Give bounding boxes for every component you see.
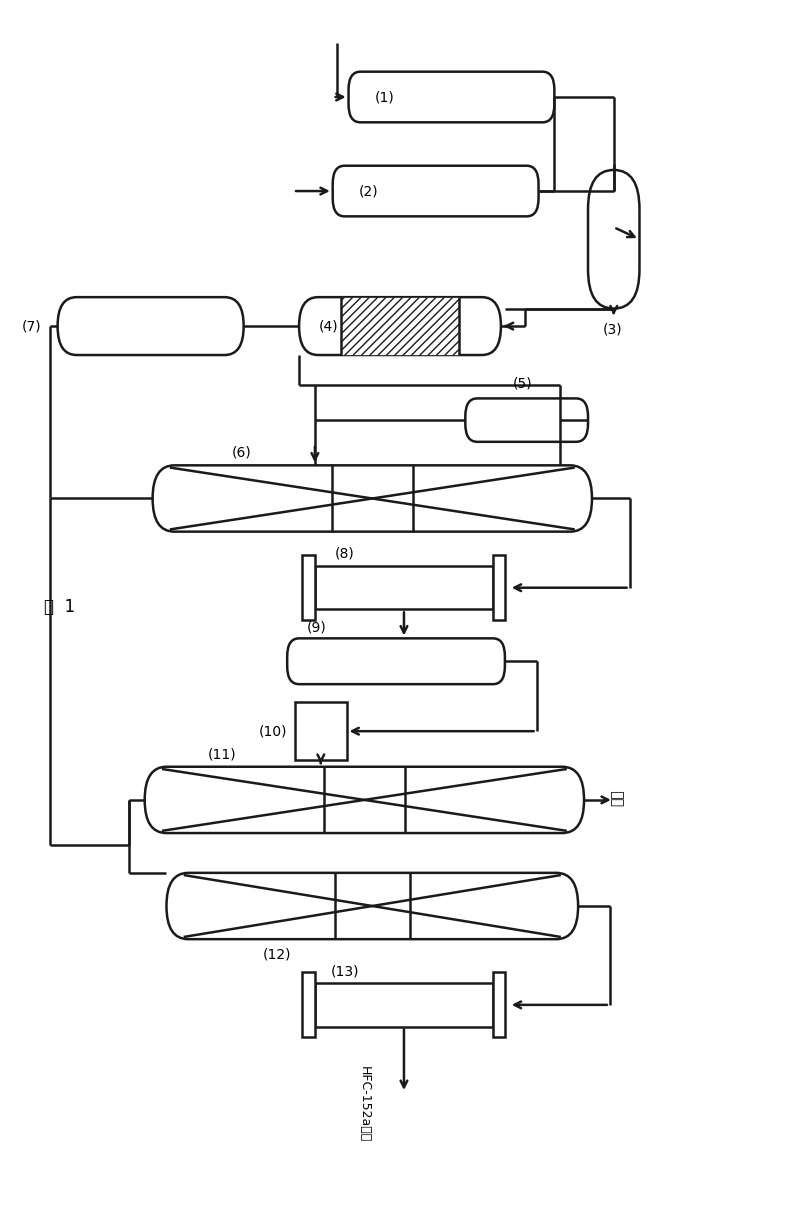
Text: 尾气: 尾气	[610, 789, 625, 806]
Text: (9): (9)	[307, 620, 326, 635]
Bar	[493, 972, 506, 1038]
FancyBboxPatch shape	[588, 170, 639, 308]
Text: (11): (11)	[207, 747, 236, 761]
Text: HFC-152a产品: HFC-152a产品	[358, 1066, 371, 1142]
FancyBboxPatch shape	[287, 639, 505, 685]
Text: (8): (8)	[334, 548, 354, 561]
FancyBboxPatch shape	[166, 873, 578, 940]
Bar	[302, 972, 315, 1038]
Bar	[493, 555, 506, 620]
Text: (12): (12)	[263, 947, 291, 961]
Bar	[342, 297, 458, 354]
Bar	[315, 983, 493, 1027]
Text: (5): (5)	[513, 378, 533, 391]
Text: (2): (2)	[358, 185, 378, 198]
FancyBboxPatch shape	[349, 72, 554, 123]
FancyBboxPatch shape	[333, 166, 538, 216]
FancyBboxPatch shape	[466, 398, 588, 442]
Bar	[315, 566, 493, 609]
Bar	[295, 702, 346, 760]
FancyBboxPatch shape	[153, 465, 592, 532]
Text: (13): (13)	[330, 964, 359, 978]
Text: (10): (10)	[259, 725, 287, 738]
Text: (4): (4)	[319, 319, 338, 333]
Text: 图  1: 图 1	[44, 599, 75, 615]
FancyBboxPatch shape	[299, 297, 501, 354]
Text: (3): (3)	[603, 323, 622, 336]
Text: (1): (1)	[374, 90, 394, 104]
Text: (6): (6)	[232, 446, 251, 460]
Bar	[302, 555, 315, 620]
FancyBboxPatch shape	[58, 297, 244, 354]
FancyBboxPatch shape	[145, 767, 584, 833]
Text: (7): (7)	[22, 319, 42, 333]
